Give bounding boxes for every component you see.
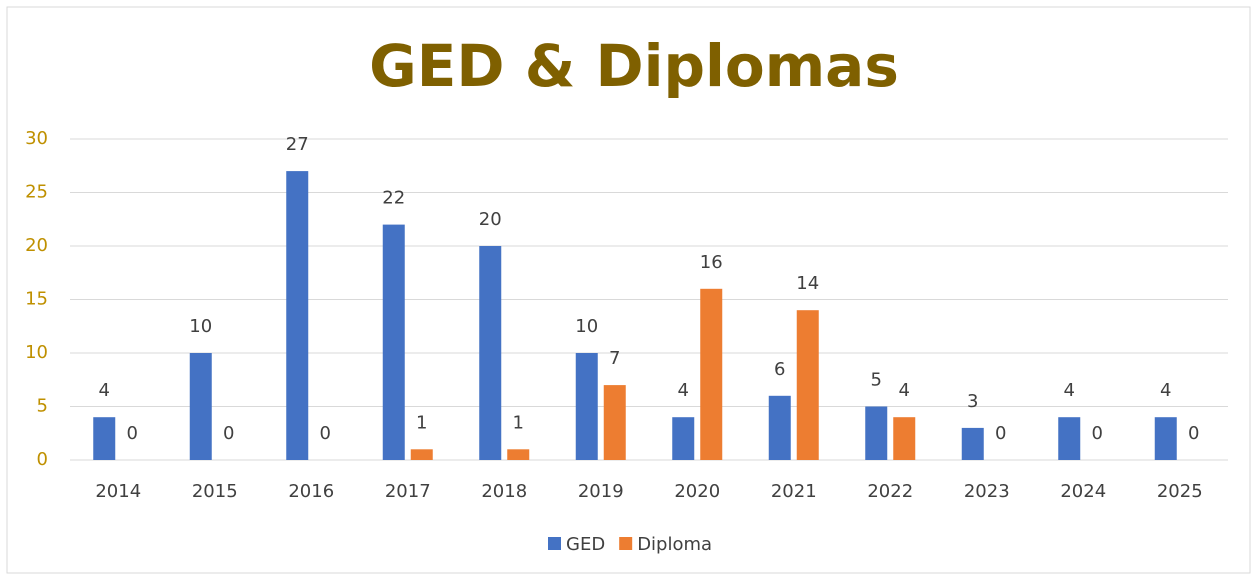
value-label: 4 [899,380,910,401]
bar [603,385,626,460]
bar [796,310,819,460]
value-label: 7 [609,348,620,369]
value-label: 0 [127,423,138,444]
bar [189,353,212,460]
legend-label: GED [566,534,605,555]
value-label: 20 [479,209,502,230]
bar [93,417,116,460]
bar [768,395,791,460]
x-tick-label: 2021 [771,481,817,502]
bar [672,417,695,460]
value-label: 27 [286,134,309,155]
x-tick-label: 2022 [867,481,913,502]
value-label: 3 [967,391,978,412]
chart-title: GED & Diplomas [369,32,899,100]
y-tick-label: 0 [37,449,48,470]
bar [1154,417,1177,460]
bar [1058,417,1081,460]
bar [286,171,309,460]
value-label: 4 [99,380,110,401]
bar [410,449,433,460]
value-label: 0 [1092,423,1103,444]
y-tick-label: 10 [25,342,48,363]
value-label: 10 [189,316,212,337]
x-tick-label: 2023 [964,481,1010,502]
value-label: 0 [995,423,1006,444]
legend-label: Diploma [637,534,712,555]
value-label: 4 [678,380,689,401]
value-label: 16 [700,252,723,273]
x-tick-label: 2014 [95,481,141,502]
bar [893,417,916,460]
x-tick-label: 2015 [192,481,238,502]
bar [575,353,598,460]
y-tick-label: 15 [25,289,48,310]
value-label: 6 [774,359,785,380]
value-label: 14 [796,273,819,294]
value-label: 4 [1064,380,1075,401]
x-tick-label: 2017 [385,481,431,502]
value-label: 0 [320,423,331,444]
value-label: 4 [1160,380,1171,401]
x-tick-label: 2016 [288,481,334,502]
x-tick-label: 2019 [578,481,624,502]
y-tick-label: 5 [37,396,48,417]
x-tick-label: 2020 [674,481,720,502]
value-label: 5 [871,370,882,391]
legend-swatch [548,537,561,550]
legend-swatch [619,537,633,550]
y-tick-label: 30 [25,128,48,149]
value-label: 1 [416,412,427,433]
bar [961,427,984,460]
x-tick-label: 2018 [481,481,527,502]
value-label: 0 [223,423,234,444]
bar [479,246,502,460]
bar [700,288,723,460]
y-tick-label: 20 [25,235,48,256]
bar [382,224,405,460]
y-tick-label: 25 [25,182,48,203]
x-tick-label: 2024 [1060,481,1106,502]
bar [507,449,530,460]
value-label: 0 [1188,423,1199,444]
value-label: 10 [575,316,598,337]
chart-border [6,6,1251,574]
value-label: 22 [382,188,405,209]
value-label: 1 [513,412,524,433]
bar [865,406,888,460]
x-tick-label: 2025 [1157,481,1203,502]
